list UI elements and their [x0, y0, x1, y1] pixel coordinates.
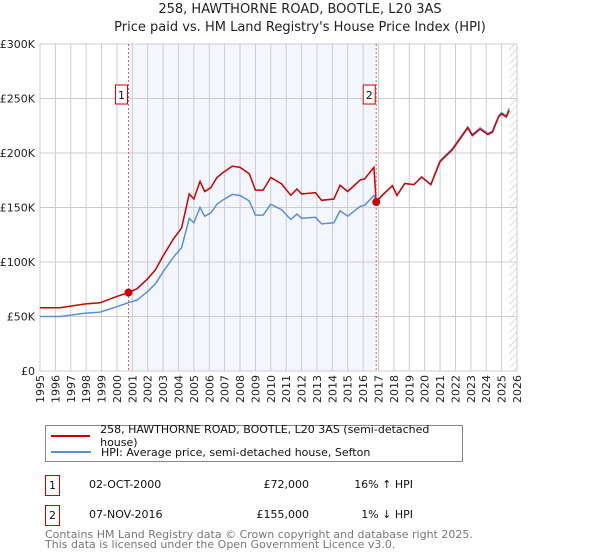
x-tick-label: 2014	[326, 375, 339, 403]
sale-number: 1	[45, 475, 60, 496]
y-tick-label: £250K	[0, 93, 36, 106]
y-tick-label: £0	[21, 365, 35, 378]
sale-row-1: 1 02-OCT-2000 £72,000 16% ↑ HPI	[45, 475, 445, 496]
sale-date: 02-OCT-2000	[89, 478, 162, 491]
sale-point	[372, 198, 381, 207]
sale-date: 07-NOV-2016	[89, 508, 163, 521]
x-tick-label: 2020	[419, 375, 432, 403]
x-tick-label: 1995	[34, 375, 47, 403]
footer-line-2: This data is licensed under the Open Gov…	[45, 538, 396, 551]
y-tick-label: £200K	[0, 147, 36, 160]
sale-marker-label: 2	[366, 89, 373, 102]
x-tick-label: 2008	[234, 375, 247, 403]
sale-hpi-diff: 16% ↑ HPI	[354, 478, 413, 491]
y-tick-label: £150K	[0, 202, 36, 215]
sale-point	[124, 288, 133, 297]
x-tick-label: 2006	[203, 375, 216, 403]
x-tick-label: 2009	[249, 375, 262, 403]
sale-price: £72,000	[263, 478, 310, 491]
x-tick-label: 2003	[157, 375, 170, 403]
sale-marker-label: 1	[118, 89, 125, 102]
legend-swatch-hpi	[51, 451, 91, 453]
x-tick-label: 2023	[465, 375, 478, 403]
x-tick-label: 2010	[265, 375, 278, 403]
sale-marker-box	[362, 84, 376, 105]
legend-label-property: 258, HAWTHORNE ROAD, BOOTLE, L20 3AS (se…	[100, 423, 430, 449]
x-tick-label: 2026	[511, 375, 524, 403]
x-tick-label: 2022	[449, 375, 462, 403]
x-tick-label: 2001	[126, 375, 139, 403]
x-tick-label: 2025	[496, 375, 509, 403]
chart-plot: 1995 1996 1997 1998 1999 2000 2001 2002 2003 2004…	[0, 38, 524, 403]
footer-line-1: Contains HM Land Registry data © Crown c…	[45, 528, 473, 541]
chart-subtitle: Price paid vs. HM Land Registry's House …	[114, 20, 486, 35]
x-tick-label: 1998	[80, 375, 93, 403]
legend: 258, HAWTHORNE ROAD, BOOTLE, L20 3AS (se…	[45, 423, 463, 462]
x-tick-label: 2011	[280, 375, 293, 403]
x-tick-label: 1996	[49, 375, 62, 403]
sale-price: £155,000	[256, 508, 310, 521]
sale-hpi-diff: 1% ↓ HPI	[361, 508, 413, 521]
sale-row-2: 2 07-NOV-2016 £155,000 1% ↓ HPI	[45, 505, 445, 526]
x-tick-label: 2012	[296, 375, 309, 403]
plot-border	[39, 43, 518, 372]
x-tick-label: 2016	[357, 375, 370, 403]
x-tick-label: 2021	[434, 375, 447, 403]
y-tick-label: £50K	[7, 311, 36, 324]
x-tick-label: 2019	[403, 375, 416, 403]
sale-number: 2	[45, 505, 60, 526]
y-tick-label: £300K	[0, 38, 36, 51]
footer: Contains HM Land Registry data © Crown c…	[45, 528, 473, 551]
chart-title: 258, HAWTHORNE ROAD, BOOTLE, L20 3AS	[158, 2, 442, 17]
x-tick-label: 2005	[188, 375, 201, 403]
sale-marker-box	[114, 84, 128, 105]
x-tick-label: 2000	[111, 375, 124, 403]
x-tick-label: 2018	[388, 375, 401, 403]
x-tick-label: 1999	[96, 375, 109, 403]
x-tick-label: 2015	[342, 375, 355, 403]
x-tick-label: 1997	[65, 375, 78, 403]
y-tick-label: £100K	[0, 256, 36, 269]
property-price-line	[40, 110, 510, 309]
x-tick-label: 2013	[311, 375, 324, 403]
x-tick-label: 2024	[480, 375, 493, 403]
x-tick-label: 2004	[172, 375, 185, 403]
legend-swatch-property	[51, 435, 91, 437]
x-tick-label: 2007	[219, 375, 232, 403]
x-tick-label: 2017	[373, 375, 386, 403]
x-tick-label: 2002	[142, 375, 155, 403]
legend-label-hpi: HPI: Average price, semi-detached house,…	[101, 445, 371, 459]
